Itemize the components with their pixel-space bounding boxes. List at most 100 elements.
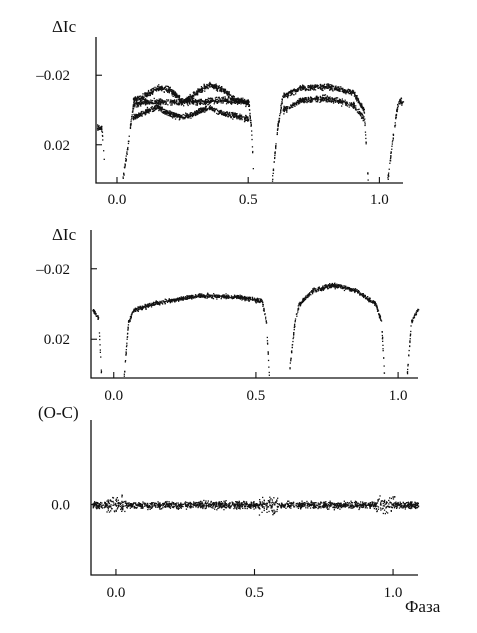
data-point [219, 110, 221, 112]
data-point [199, 98, 201, 101]
data-point [325, 97, 327, 99]
data-point [95, 502, 97, 504]
data-point [135, 116, 137, 118]
data-point [229, 112, 231, 114]
data-point [238, 102, 241, 104]
data-point [220, 501, 222, 503]
data-point [278, 119, 280, 121]
data-point [177, 508, 179, 510]
data-point [158, 98, 160, 100]
data-point [131, 111, 134, 113]
data-point [340, 100, 342, 102]
data-point [220, 90, 223, 92]
data-point [180, 297, 182, 299]
data-point [157, 88, 159, 90]
data-point [389, 497, 391, 499]
data-point [348, 507, 350, 509]
data-point [286, 95, 289, 98]
data-point [144, 99, 146, 101]
data-point [192, 100, 195, 102]
data-point [324, 97, 326, 99]
data-point [364, 124, 366, 127]
data-point [134, 105, 136, 107]
data-point [271, 502, 273, 504]
data-point [220, 102, 222, 104]
data-point [307, 87, 309, 89]
data-point [155, 105, 157, 107]
data-point [229, 98, 232, 100]
data-point [158, 87, 160, 89]
data-point [133, 97, 136, 99]
data-point [218, 99, 220, 102]
data-point [218, 98, 220, 100]
data-point [274, 501, 276, 504]
data-point [314, 99, 316, 101]
data-point [300, 508, 302, 510]
data-point [195, 104, 197, 106]
data-point [165, 100, 167, 102]
data-point [302, 97, 304, 99]
data-point [162, 108, 164, 110]
data-point [209, 82, 211, 85]
data-point [134, 308, 136, 310]
data-point [364, 121, 366, 123]
data-point [325, 286, 327, 289]
data-point [209, 81, 211, 84]
data-point [220, 298, 222, 300]
data-point [103, 158, 105, 160]
data-point [244, 119, 246, 121]
data-point [241, 102, 243, 104]
data-point [362, 115, 364, 117]
data-point [282, 96, 285, 99]
data-point [291, 502, 294, 505]
data-point [217, 505, 219, 507]
data-point [316, 86, 318, 88]
data-point [306, 101, 308, 104]
data-point [332, 86, 334, 88]
data-point [173, 102, 175, 104]
data-point [271, 507, 273, 509]
data-point [286, 92, 288, 95]
data-point [250, 122, 252, 124]
data-point [124, 370, 126, 372]
data-point [171, 112, 173, 114]
data-point [293, 333, 295, 335]
data-point [205, 295, 207, 297]
data-point [277, 121, 280, 123]
data-point [156, 504, 158, 506]
data-point [249, 298, 251, 300]
data-point [346, 504, 348, 506]
data-point [173, 101, 175, 103]
data-point [190, 115, 192, 117]
data-point [146, 103, 148, 105]
data-point [136, 98, 138, 100]
data-point [323, 97, 325, 99]
data-point [202, 100, 204, 103]
data-point [125, 160, 127, 162]
data-point [243, 121, 246, 123]
data-point [178, 96, 181, 98]
data-point [134, 116, 136, 118]
data-point [321, 87, 323, 89]
data-point [155, 102, 157, 105]
data-point [161, 100, 164, 102]
data-point [374, 301, 376, 303]
data-point [143, 306, 145, 308]
data-point [359, 293, 361, 295]
data-point [297, 502, 299, 504]
data-point [387, 178, 389, 180]
data-point [300, 98, 302, 100]
data-point [166, 300, 168, 303]
data-point [299, 85, 301, 88]
data-point [199, 90, 201, 92]
data-point [351, 105, 353, 107]
data-point [138, 306, 140, 309]
data-point [204, 295, 206, 298]
data-point [324, 99, 326, 101]
data-point [231, 95, 233, 98]
data-point [306, 99, 308, 102]
data-point [182, 503, 184, 505]
data-point [147, 112, 149, 114]
data-point [316, 96, 318, 99]
data-point [169, 90, 171, 92]
